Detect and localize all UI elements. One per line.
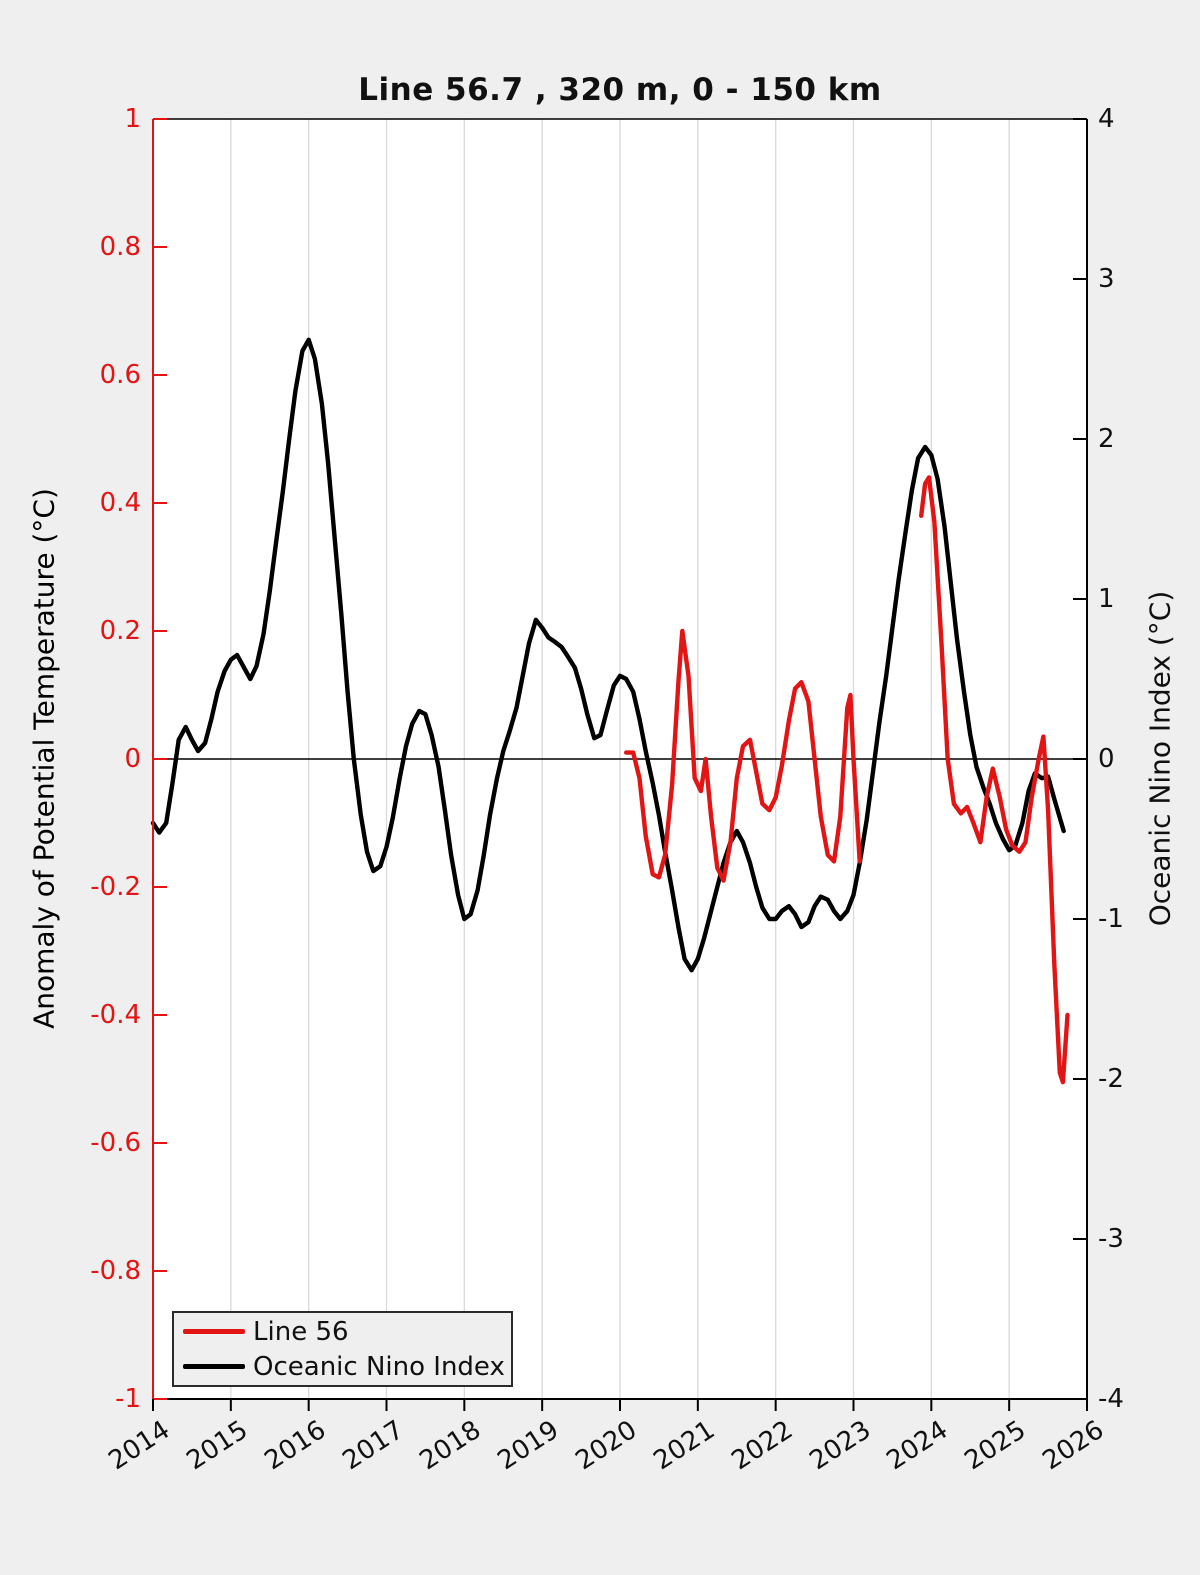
oceanic-nino-index-swatch-icon: [183, 1364, 245, 1369]
legend: Line 56 Oceanic Nino Index: [172, 1311, 513, 1387]
legend-item-line-56: Line 56: [174, 1315, 511, 1348]
right-axis-tick-3: 3: [1098, 264, 1115, 294]
left-axis-tick--1: -1: [115, 1384, 141, 1414]
left-axis-tick--0.8: -0.8: [90, 1256, 141, 1286]
right-axis-tick--2: -2: [1098, 1064, 1124, 1094]
left-axis-tick--0.4: -0.4: [90, 1000, 141, 1030]
legend-label-oceanic-nino-index: Oceanic Nino Index: [253, 1351, 505, 1382]
legend-label-line-56: Line 56: [253, 1316, 349, 1347]
left-axis-tick-0.2: 0.2: [99, 616, 141, 646]
right-axis-tick-4: 4: [1098, 104, 1115, 134]
left-axis-tick-0: 0: [124, 744, 141, 774]
right-axis-tick-2: 2: [1098, 424, 1115, 454]
left-axis-tick-1: 1: [124, 104, 141, 134]
left-axis-tick--0.6: -0.6: [90, 1128, 141, 1158]
right-axis-tick--3: -3: [1098, 1224, 1124, 1254]
legend-item-oceanic-nino-index: Oceanic Nino Index: [174, 1350, 511, 1383]
right-axis-tick-1: 1: [1098, 584, 1115, 614]
left-axis-tick-0.8: 0.8: [99, 232, 141, 262]
right-axis-tick--4: -4: [1098, 1384, 1124, 1414]
left-axis-tick--0.2: -0.2: [90, 872, 141, 902]
left-axis-tick-0.6: 0.6: [99, 360, 141, 390]
left-axis-tick-0.4: 0.4: [99, 488, 141, 518]
chart-title: Line 56.7 , 320 m, 0 - 150 km: [358, 72, 882, 108]
right-axis-tick-0: 0: [1098, 744, 1115, 774]
right-axis-tick--1: -1: [1098, 904, 1124, 934]
line-56-swatch-icon: [183, 1329, 245, 1334]
